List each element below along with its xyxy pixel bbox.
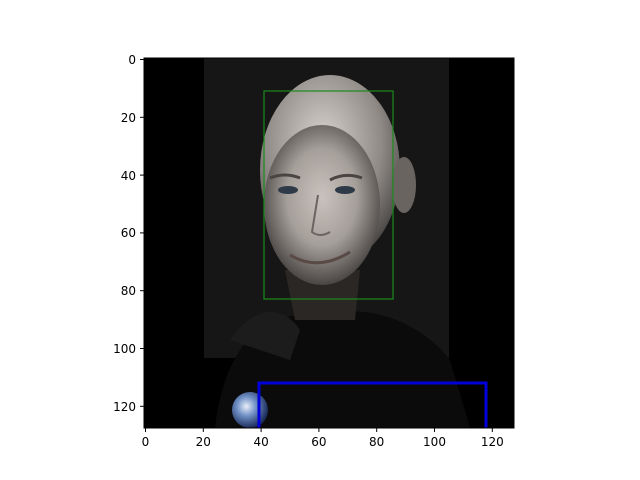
blue-bounding-box [257, 381, 488, 428]
x-axis [145, 428, 493, 432]
x-tick-label: 40 [253, 435, 268, 449]
x-tick-label: 20 [196, 435, 211, 449]
plot-frame [143, 57, 515, 429]
y-axis [140, 59, 144, 407]
y-tick-label: 120 [113, 400, 136, 414]
y-tick-label: 60 [121, 226, 136, 240]
y-tick-label: 80 [121, 284, 136, 298]
y-tick-label: 40 [121, 169, 136, 183]
y-tick-label: 20 [121, 111, 136, 125]
photo-image [144, 58, 514, 428]
y-tick-label: 100 [113, 342, 136, 356]
x-tick-label: 60 [311, 435, 326, 449]
y-tick-label: 0 [128, 53, 136, 67]
x-tick-label: 80 [369, 435, 384, 449]
x-tick-label: 120 [481, 435, 504, 449]
face-bounding-box [263, 90, 394, 300]
x-tick-label: 0 [142, 435, 150, 449]
x-tick-label: 100 [423, 435, 446, 449]
